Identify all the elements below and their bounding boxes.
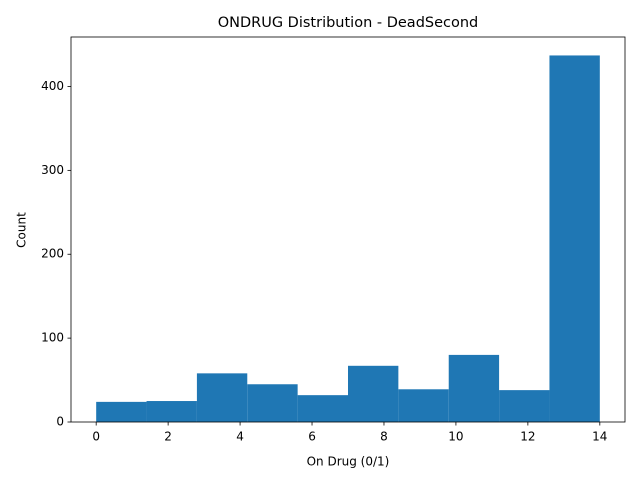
y-tick-label: 300 bbox=[41, 163, 64, 177]
axes-frame bbox=[70, 36, 626, 423]
bar bbox=[448, 354, 500, 422]
bar bbox=[146, 401, 197, 422]
x-tick-label: 14 bbox=[592, 430, 607, 444]
y-tick-label: 0 bbox=[56, 415, 64, 429]
y-tick-label: 100 bbox=[41, 331, 64, 345]
x-tick-label: 0 bbox=[92, 430, 100, 444]
x-axis-label: On Drug (0/1) bbox=[307, 455, 390, 469]
y-tick-label: 200 bbox=[41, 247, 64, 261]
y-axis-label: Count bbox=[15, 212, 29, 248]
chart-title: ONDRUG Distribution - DeadSecond bbox=[218, 15, 479, 31]
bar bbox=[196, 373, 248, 422]
x-tick-label: 10 bbox=[448, 430, 463, 444]
y-tick-label: 400 bbox=[41, 79, 64, 93]
bar bbox=[398, 389, 449, 422]
bar bbox=[549, 55, 600, 423]
bar bbox=[348, 365, 399, 422]
bar bbox=[247, 384, 298, 422]
x-tick-label: 6 bbox=[308, 430, 316, 444]
plot-area bbox=[96, 55, 600, 423]
bar bbox=[96, 401, 147, 422]
x-tick-label: 2 bbox=[164, 430, 172, 444]
bar bbox=[297, 395, 348, 422]
x-tick-label: 12 bbox=[520, 430, 535, 444]
x-tick-label: 4 bbox=[236, 430, 244, 444]
x-tick-label: 8 bbox=[380, 430, 388, 444]
bar bbox=[499, 390, 550, 422]
